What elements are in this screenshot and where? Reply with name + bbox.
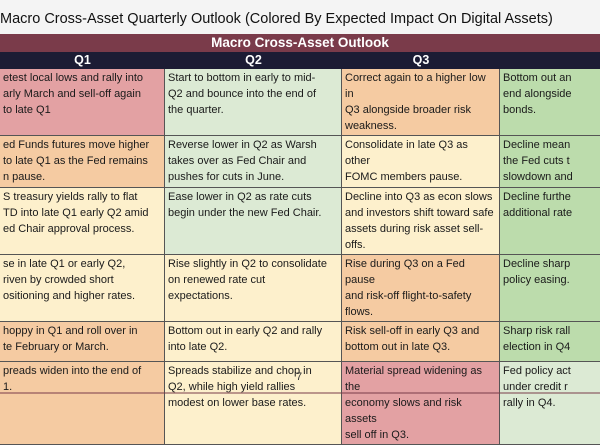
table-cell-q2: Start to bottom in early to mid- Q2 and … [165,69,342,135]
outlook-table: Macro Cross-Asset Outlook Q1 Q2 Q3 etest… [0,34,600,445]
table-cell-q3: Correct again to a higher low in Q3 alon… [342,69,500,135]
table-banner: Macro Cross-Asset Outlook [0,34,600,52]
header-q1: Q1 [74,53,91,67]
table-cell-q2: Bottom out in early Q2 and rally into la… [165,322,342,361]
table-row: etest local lows and rally into arly Mar… [0,69,600,136]
table-cell-q1: preads widen into the end of 1. [0,362,165,444]
table-row: ed Funds futures move higher to late Q1 … [0,136,600,188]
header-q3: Q3 [412,53,430,67]
table-cell-q2: Spreads stabilize and chop in Q2, while … [165,362,342,444]
table-cell-q1: hoppy in Q1 and roll over in te February… [0,322,165,361]
page-title: Macro Cross-Asset Quarterly Outlook (Col… [0,11,553,27]
table-cell-q4: Decline mean the Fed cuts t slowdown and [500,136,600,187]
header-q2: Q2 [245,53,262,67]
table-cell-q3: Risk sell-off in early Q3 and bottom out… [342,322,500,361]
table-cell-q3: Decline into Q3 as econ slows and invest… [342,188,500,254]
table-cell-q2: Reverse lower in Q2 as Warsh takes over … [165,136,342,187]
quarter-header-row: Q1 Q2 Q3 [0,52,600,69]
table-cell-q4: Fed policy act under credit r rally in Q… [500,362,600,444]
table-row: se in late Q1 or early Q2, riven by crow… [0,255,600,322]
page-number: 7 [296,371,303,383]
header-q4 [500,52,600,69]
table-cell-q1: S treasury yields rally to flat TD into … [0,188,165,254]
table-cell-q2: Rise slightly in Q2 to consolidate on re… [165,255,342,321]
table-cell-q4: Decline sharp policy easing. [500,255,600,321]
table-cell-q1: se in late Q1 or early Q2, riven by crow… [0,255,165,321]
table-cell-q1: ed Funds futures move higher to late Q1 … [0,136,165,187]
table-cell-q4: Sharp risk rall election in Q4 [500,322,600,361]
table-cell-q4: Decline furthe additional rate [500,188,600,254]
table-row: hoppy in Q1 and roll over in te February… [0,322,600,362]
table-cell-q3: Material spread widening as the economy … [342,362,500,444]
table-cell-q4: Bottom out an end alongside bonds. [500,69,600,135]
table-cell-q3: Rise during Q3 on a Fed pause and risk-o… [342,255,500,321]
table-cell-q3: Consolidate in late Q3 as other FOMC mem… [342,136,500,187]
table-row: S treasury yields rally to flat TD into … [0,188,600,255]
table-cell-q2: Ease lower in Q2 as rate cuts begin unde… [165,188,342,254]
footer-divider [0,392,600,394]
table-cell-q1: etest local lows and rally into arly Mar… [0,69,165,135]
